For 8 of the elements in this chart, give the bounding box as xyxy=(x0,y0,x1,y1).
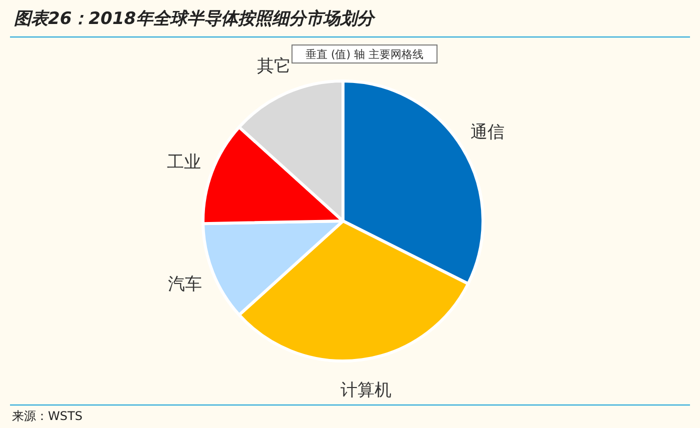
slice-label: 工业 xyxy=(166,152,201,172)
slice-label: 其它 xyxy=(257,56,292,77)
source-note: 来源：WSTS xyxy=(12,409,82,423)
slice-label: 通信 xyxy=(470,122,505,143)
chart-title: 图表26：2018年全球半导体按照细分市场划分 xyxy=(14,9,376,29)
text: 垂直 (值) 轴 主要网格线 xyxy=(305,48,424,61)
slice-label: 计算机 xyxy=(340,380,392,400)
slice-label: 汽车 xyxy=(168,274,202,295)
